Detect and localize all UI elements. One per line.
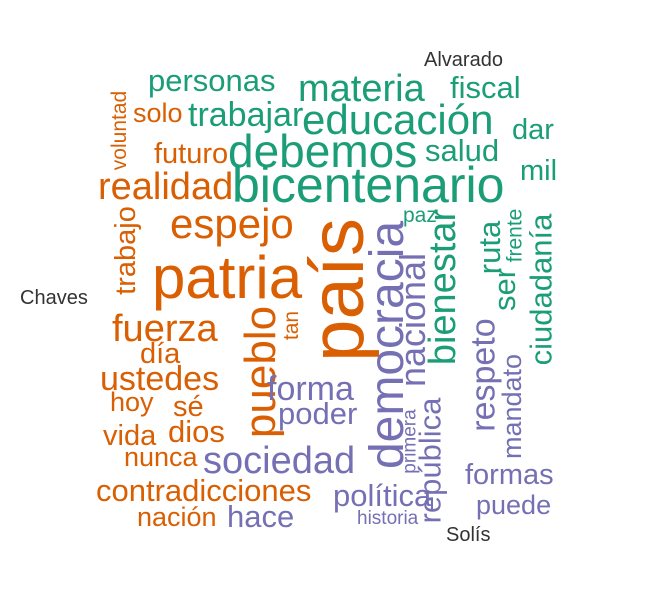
- word-mil: mil: [520, 155, 558, 187]
- word-paz: paz: [403, 204, 437, 227]
- word-ruta: ruta: [472, 220, 508, 275]
- word-respeto: respeto: [464, 318, 503, 432]
- word-frente: frente: [503, 208, 527, 263]
- word-historia: historia: [357, 508, 419, 529]
- word-mandato: mandato: [497, 353, 528, 460]
- speaker-label-solis: Solís: [446, 524, 491, 546]
- word-nacion: nación: [137, 502, 217, 532]
- word-personas: personas: [148, 63, 276, 98]
- word-debemos: debemos: [228, 125, 418, 177]
- word-solo: solo: [133, 98, 183, 128]
- word-se: sé: [173, 391, 204, 423]
- word-ser: ser: [487, 267, 523, 312]
- word-patria: patria: [152, 244, 303, 311]
- word-hace: hace: [227, 499, 295, 534]
- word-hoy: hoy: [110, 387, 154, 417]
- word-educacion: educación: [302, 96, 494, 143]
- word-bicentenario: bicentenario: [232, 157, 505, 213]
- word-politica: política: [333, 478, 432, 513]
- word-trabajo: trabajo: [109, 206, 142, 295]
- word-sociedad: sociedad: [203, 440, 356, 482]
- word-primera: primera: [399, 409, 421, 474]
- word-poder: poder: [278, 396, 358, 431]
- word-nacional: nacional: [392, 252, 434, 388]
- word-fuerza: fuerza: [112, 308, 218, 350]
- word-materia: materia: [298, 68, 425, 110]
- speaker-label-chaves: Chaves: [20, 287, 88, 309]
- word-futuro: futuro: [154, 138, 229, 170]
- word-dar: dar: [512, 114, 554, 146]
- word-voluntad: voluntad: [108, 90, 132, 171]
- word-espejo: espejo: [170, 200, 294, 247]
- word-vida: vida: [103, 420, 157, 452]
- word-contradicciones: contradicciones: [96, 473, 312, 508]
- word-forma: forma: [267, 370, 354, 408]
- word-puede: puede: [476, 490, 552, 520]
- word-nunca: nunca: [124, 442, 198, 472]
- word-trabajar: trabajar: [188, 96, 304, 134]
- word-fiscal: fiscal: [450, 70, 521, 105]
- word-tan: tan: [280, 310, 304, 341]
- word-ciudadania: ciudadanía: [523, 213, 559, 366]
- word-dia: día: [140, 338, 181, 370]
- word-formas: formas: [465, 459, 554, 491]
- word-ustedes: ustedes: [100, 360, 220, 398]
- word-dios: dios: [168, 414, 225, 449]
- word-salud: salud: [425, 133, 500, 168]
- speaker-label-alvarado: Alvarado: [424, 49, 503, 71]
- word-realidad: realidad: [98, 166, 234, 208]
